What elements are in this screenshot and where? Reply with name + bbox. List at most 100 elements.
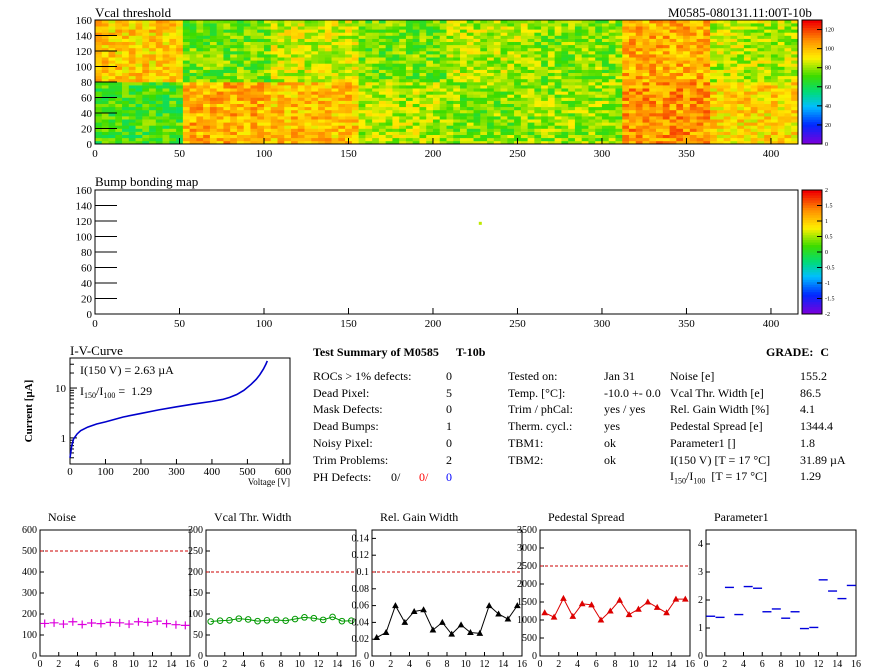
vcal-map-cell <box>527 88 535 92</box>
vcal-map-cell <box>683 122 691 126</box>
vcal-map-cell <box>500 109 508 114</box>
vcal-map-cell <box>399 78 407 83</box>
vcal-map-cell <box>243 35 251 39</box>
vcal-map-cell <box>365 82 373 86</box>
vcal-map-cell <box>750 75 758 80</box>
vcal-map-cell <box>365 63 373 67</box>
bump-map-colorbar-cell <box>802 249 822 253</box>
vcal-map-cell <box>324 78 332 83</box>
vcal-map-cell <box>642 82 650 86</box>
vcal-map-cell <box>378 51 386 55</box>
vcal-map-cell <box>270 51 278 55</box>
vcal-map-cell <box>777 78 785 83</box>
vcal-map-cell <box>750 128 758 132</box>
vcal-map-cell <box>750 78 758 83</box>
vcal-map-cell <box>345 23 353 27</box>
vcal-map-cell <box>764 41 772 46</box>
vcal-map-cell <box>338 97 346 101</box>
vcal-map-cell <box>270 20 278 24</box>
vcal-map-cell <box>676 128 684 132</box>
vcal-map-cell <box>338 66 346 70</box>
plot-vcal_width-point <box>291 615 299 623</box>
vcal-map-cell <box>432 47 441 52</box>
vcal-map-cell <box>203 29 211 33</box>
vcal-map-cell <box>703 69 711 73</box>
plot-gain_width-point <box>457 621 465 628</box>
vcal-map-cell <box>311 137 319 142</box>
vcal-map-cell <box>311 66 319 70</box>
vcal-map-cell <box>791 29 799 33</box>
vcal-map-cell <box>743 29 751 33</box>
vcal-map-cell <box>527 63 535 67</box>
vcal-map-cell <box>500 44 508 49</box>
vcal-map-cell <box>466 51 474 55</box>
vcal-map-cell <box>770 134 779 139</box>
vcal-map-cell <box>777 69 785 73</box>
vcal-map-cell <box>791 137 799 142</box>
vcal-map-cell <box>791 122 799 126</box>
vcal-map-cell <box>331 38 339 42</box>
vcal-map-cell <box>331 35 339 39</box>
vcal-map-cell <box>608 35 616 39</box>
vcal-map-cell <box>291 29 299 33</box>
vcal-map-cell <box>561 125 569 129</box>
vcal-map-cell <box>588 66 596 70</box>
plot-noise-frame <box>39 529 191 657</box>
vcal-map-cell <box>122 85 130 89</box>
vcal-map-cell <box>182 125 190 129</box>
vcal-map-cell <box>385 41 393 46</box>
vcal-map-cell <box>122 23 130 27</box>
vcal-map-cell <box>365 131 373 135</box>
vcal-map-cell <box>378 57 386 61</box>
vcal-map-cell <box>520 60 528 64</box>
vcal-map-cell <box>209 131 217 135</box>
vcal-map-cell <box>527 57 535 61</box>
vcal-map-cell <box>358 66 366 70</box>
vcal-map-cell <box>135 94 143 98</box>
vcal-map-cell <box>345 100 353 104</box>
vcal-map-cell <box>142 63 150 67</box>
vcal-map-cell <box>284 94 292 98</box>
vcal-map-cell <box>446 63 454 67</box>
vcal-map-cell <box>737 134 745 139</box>
vcal-map-cell <box>128 97 136 101</box>
vcal-map-cell <box>635 97 643 101</box>
vcal-map-cell <box>176 103 184 108</box>
vcal-map-cell <box>405 116 414 120</box>
vcal-map-cell <box>635 26 643 30</box>
vcal-map-cell <box>291 100 299 104</box>
vcal-map-cell <box>149 60 157 64</box>
vcal-map-cell <box>250 72 258 77</box>
vcal-map-cell <box>689 32 697 36</box>
vcal-map-cell <box>527 103 535 108</box>
vcal-map-cell <box>561 72 569 77</box>
vcal-map-cell <box>236 91 245 95</box>
vcal-map-cell <box>635 116 643 120</box>
vcal-map-cell <box>460 109 468 114</box>
vcal-map-cell <box>392 140 400 145</box>
vcal-map-cell <box>155 119 163 123</box>
vcal-map-cell <box>318 103 326 108</box>
vcal-map-cell <box>277 91 285 95</box>
vcal-map-cell <box>189 29 197 33</box>
vcal-map-cell <box>378 75 386 80</box>
vcal-map-cell <box>378 128 386 132</box>
vcal-map-cell <box>493 131 501 135</box>
vcal-map-cell <box>615 38 623 42</box>
plot-parameter1-ytick-label: 0 <box>698 651 703 662</box>
vcal-map-ytick-label: 80 <box>81 77 93 89</box>
vcal-map-cell <box>270 69 278 73</box>
vcal-map-cell <box>162 113 170 117</box>
vcal-map-cell <box>737 91 745 95</box>
vcal-map-cell <box>507 63 515 67</box>
vcal-map-cell <box>446 91 454 95</box>
vcal-map-cell <box>487 51 495 55</box>
vcal-map-cell <box>791 91 799 95</box>
vcal-map-cell <box>196 69 204 73</box>
vcal-map-cell <box>716 140 724 145</box>
vcal-map-cell <box>297 41 305 46</box>
vcal-map-cell <box>784 125 792 129</box>
vcal-map-cell <box>696 94 704 98</box>
vcal-map-cell <box>527 94 535 98</box>
vcal-map-cell <box>372 131 380 135</box>
